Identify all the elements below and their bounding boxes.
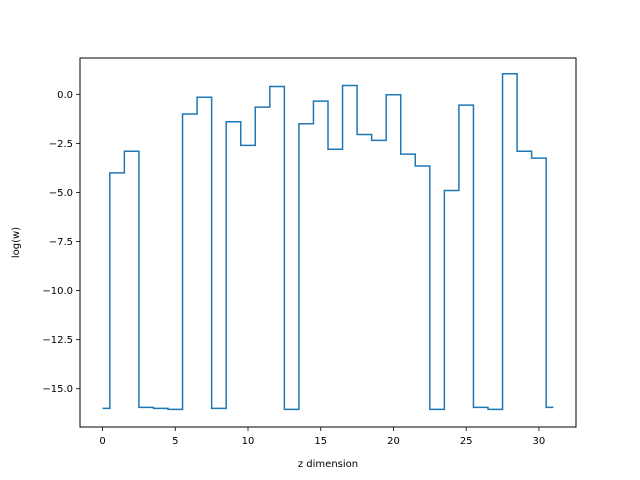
- x-tick-label: 25: [460, 436, 473, 447]
- x-tick-label: 20: [387, 436, 400, 447]
- y-tick-label: −10.0: [42, 286, 73, 297]
- plot-frame: [79, 57, 577, 428]
- y-tick-label: −12.5: [42, 335, 73, 346]
- x-tick-label: 10: [242, 436, 255, 447]
- x-axis-label: z dimension: [298, 459, 358, 470]
- x-tick-label: 5: [172, 436, 178, 447]
- y-tick-label: −7.5: [49, 237, 73, 248]
- y-tick-label: −5.0: [49, 188, 73, 199]
- y-tick-label: −2.5: [49, 139, 73, 150]
- x-tick-label: 15: [314, 436, 327, 447]
- x-tick-label: 0: [99, 436, 105, 447]
- series-line: [102, 72, 554, 411]
- y-tick-label: −15.0: [42, 384, 73, 395]
- series-line-group: [102, 72, 554, 411]
- x-tick-label: 30: [533, 436, 546, 447]
- y-axis-label: log(w): [11, 227, 22, 258]
- ticks: 0 5 10 15 20 25 30 0.0 −2.5 −5.0 −7.5 −10.0 −12.5 −15…: [42, 90, 545, 447]
- y-tick-label: 0.0: [57, 90, 73, 101]
